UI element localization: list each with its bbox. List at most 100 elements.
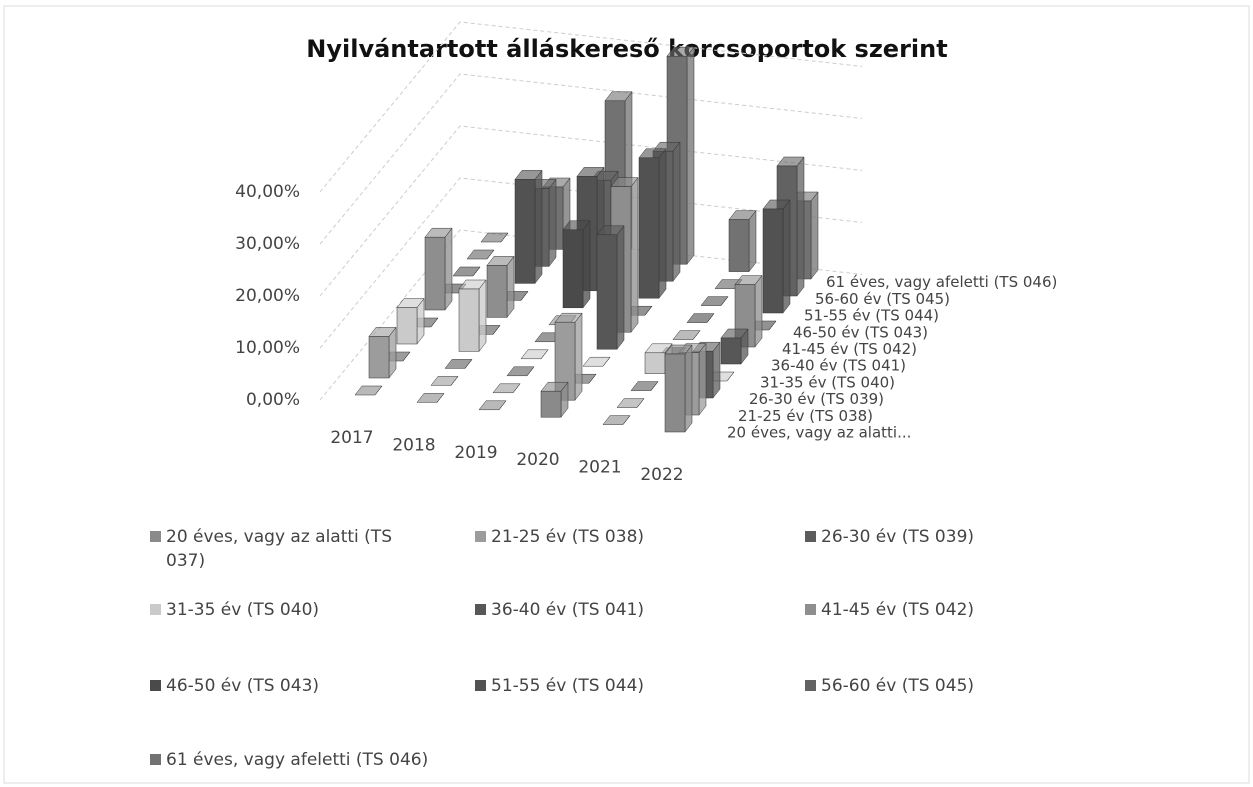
- bar-front: [596, 234, 618, 350]
- bar-side: [712, 341, 721, 399]
- bar: [514, 169, 543, 285]
- legend-item: 41-45 év (TS 042): [805, 598, 974, 622]
- bar-front: [540, 390, 562, 418]
- legend-item: 31-35 év (TS 040): [150, 598, 319, 622]
- grid-line: [319, 73, 863, 245]
- bar: [478, 400, 507, 411]
- bar: [520, 349, 549, 360]
- bar-top: [354, 385, 383, 396]
- bar-top: [478, 400, 507, 411]
- bar-side: [574, 312, 583, 401]
- bar: [630, 381, 659, 391]
- bar: [492, 383, 521, 394]
- bar-top: [520, 349, 549, 360]
- bar-front: [638, 157, 660, 299]
- legend-item: 46-50 év (TS 043): [150, 674, 319, 698]
- bar-top: [466, 249, 495, 260]
- legend-swatch: [475, 604, 486, 615]
- legend-label: 56-60 év (TS 045): [821, 676, 975, 696]
- legend-swatch: [475, 531, 486, 542]
- legend-label: 41-45 év (TS 042): [821, 600, 975, 620]
- bar: [700, 296, 729, 306]
- x-tick-label: 2017: [330, 428, 373, 448]
- grid-line: [319, 177, 863, 349]
- bar-top: [492, 383, 521, 394]
- bar-top: [672, 330, 701, 340]
- grid-line: [319, 125, 863, 297]
- bar-front: [720, 337, 742, 365]
- legend-label: 61 éves, vagy afeletti (TS 046): [166, 750, 429, 770]
- bar-front: [396, 307, 418, 345]
- legend-swatch: [805, 680, 816, 691]
- bar-top: [444, 359, 473, 369]
- y-tick-label: 10,00%: [235, 338, 300, 358]
- bar-front: [562, 229, 584, 309]
- legend-label: 20 éves, vagy az alatti (TS 037): [166, 527, 392, 571]
- bar: [424, 227, 453, 311]
- bar: [664, 344, 693, 433]
- y-tick-label: 0,00%: [246, 390, 300, 410]
- bar-side: [630, 176, 639, 333]
- legend-label: 46-50 év (TS 043): [166, 676, 320, 696]
- bar-front: [664, 353, 686, 433]
- bar: [672, 330, 701, 340]
- bar-top: [480, 232, 509, 243]
- grid-line: [319, 229, 863, 401]
- bar: [562, 220, 591, 309]
- bar: [480, 232, 509, 243]
- x-tick-label: 2021: [578, 458, 621, 478]
- bar-side: [548, 178, 557, 268]
- legend-label: 21-25 év (TS 038): [491, 527, 645, 547]
- bar: [540, 381, 569, 418]
- legend-swatch: [805, 604, 816, 615]
- bar-front: [762, 208, 784, 314]
- bar: [466, 249, 495, 260]
- bar: [444, 359, 473, 369]
- bar-front: [458, 288, 480, 352]
- bar: [416, 393, 445, 403]
- bar-side: [796, 156, 805, 297]
- y-tick-label: 20,00%: [235, 286, 300, 306]
- bar: [582, 356, 611, 367]
- legend-label: 31-35 év (TS 040): [166, 600, 320, 620]
- depth-label: 31-35 év (TS 040): [760, 373, 895, 391]
- bar-side: [684, 344, 693, 433]
- bar: [638, 148, 667, 299]
- bar-side: [754, 274, 763, 348]
- y-tick-label: 40,00%: [235, 182, 300, 202]
- bar-front: [644, 352, 666, 374]
- bar: [602, 415, 631, 425]
- bar: [686, 313, 715, 323]
- bar-side: [616, 225, 625, 350]
- legend-item: 20 éves, vagy az alatti (TS 037): [150, 525, 420, 573]
- bar-top: [506, 366, 535, 377]
- legend-swatch: [150, 531, 161, 542]
- bar-side: [658, 148, 667, 299]
- depth-label: 21-25 év (TS 038): [738, 407, 873, 425]
- bar-side: [444, 227, 453, 311]
- legend-swatch: [475, 680, 486, 691]
- bar: [354, 385, 383, 396]
- bar-top: [416, 393, 445, 403]
- bar: [554, 312, 583, 401]
- depth-label: 26-30 év (TS 039): [749, 390, 884, 408]
- bar-side: [748, 209, 757, 273]
- legend-item: 21-25 év (TS 038): [475, 525, 644, 549]
- chart-title: Nyilvántartott álláskereső korcsoportok …: [306, 35, 947, 63]
- bar-top: [616, 398, 645, 408]
- bar-side: [810, 191, 819, 280]
- bar-top: [686, 313, 715, 323]
- bar: [458, 279, 487, 353]
- bar-side: [782, 199, 791, 314]
- x-tick-label: 2018: [392, 435, 435, 455]
- bar-front: [514, 179, 536, 284]
- bar-side: [672, 141, 681, 282]
- bar-side: [534, 169, 543, 285]
- bar-side: [478, 279, 487, 353]
- legend-label: 51-55 év (TS 044): [491, 676, 645, 696]
- bar: [506, 366, 535, 377]
- bar: [596, 225, 625, 350]
- bar-top: [630, 381, 659, 391]
